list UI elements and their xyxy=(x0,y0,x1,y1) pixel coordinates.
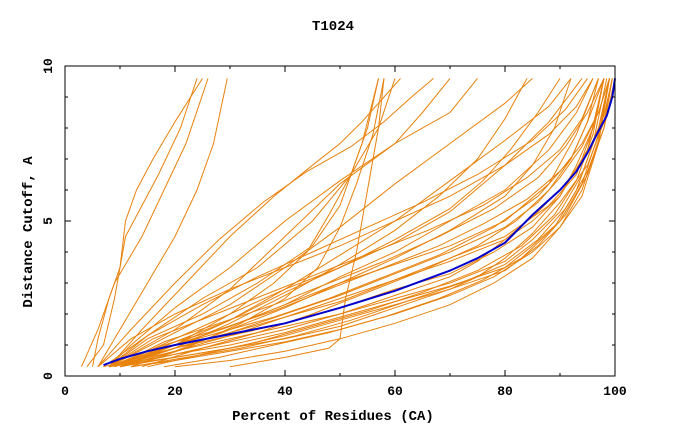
series-line-33 xyxy=(119,78,528,368)
series-line-11 xyxy=(114,78,572,368)
series-line-5 xyxy=(229,78,385,368)
series-line-28 xyxy=(103,78,588,368)
x-tick-label-100: 100 xyxy=(603,384,627,399)
x-tick-label-20: 20 xyxy=(167,384,183,399)
series-line-1 xyxy=(92,78,203,367)
y-tick-label-10: 10 xyxy=(41,58,56,74)
series-line-10 xyxy=(108,78,533,368)
series-line-25 xyxy=(108,78,610,368)
y-tick-label-5: 5 xyxy=(41,217,56,225)
series-line-3 xyxy=(97,78,228,367)
series-line-4 xyxy=(81,78,209,367)
series-line-23 xyxy=(130,78,610,368)
series-line-9 xyxy=(108,78,478,368)
y-tick-label-0: 0 xyxy=(41,372,56,380)
x-tick-label-40: 40 xyxy=(277,384,293,399)
series-line-36 xyxy=(141,78,599,368)
axes-layer: 0 20 40 60 80 100 0 5 10 xyxy=(41,58,627,399)
series-layer xyxy=(81,78,616,368)
y-axis-label: Distance Cutoff, A xyxy=(21,156,37,308)
series-line-24 xyxy=(130,78,616,368)
series-line-37 xyxy=(147,78,605,368)
series-line-42 xyxy=(114,78,605,368)
series-line-40 xyxy=(119,78,605,368)
series-line-2 xyxy=(86,78,198,368)
series-line-35 xyxy=(130,78,572,368)
series-line-34 xyxy=(119,78,561,368)
series-line-14 xyxy=(114,78,599,368)
x-tick-label-0: 0 xyxy=(61,384,69,399)
series-line-39 xyxy=(174,78,610,368)
series-line-7 xyxy=(108,78,396,368)
x-axis-label: Percent of Residues (CA) xyxy=(232,409,434,425)
chart-title: T1024 xyxy=(312,19,354,35)
x-tick-label-60: 60 xyxy=(387,384,403,399)
x-tick-label-80: 80 xyxy=(497,384,513,399)
series-line-41 xyxy=(119,78,610,368)
highlight-layer xyxy=(103,78,616,367)
series-line-38 xyxy=(163,78,608,368)
series-line-13 xyxy=(114,78,594,368)
series-line-26 xyxy=(108,78,599,368)
series-line-8 xyxy=(108,78,451,368)
series-line-31 xyxy=(119,78,379,368)
highlight-series-line xyxy=(103,78,616,367)
series-line-29 xyxy=(108,78,401,368)
series-line-30 xyxy=(97,78,434,368)
